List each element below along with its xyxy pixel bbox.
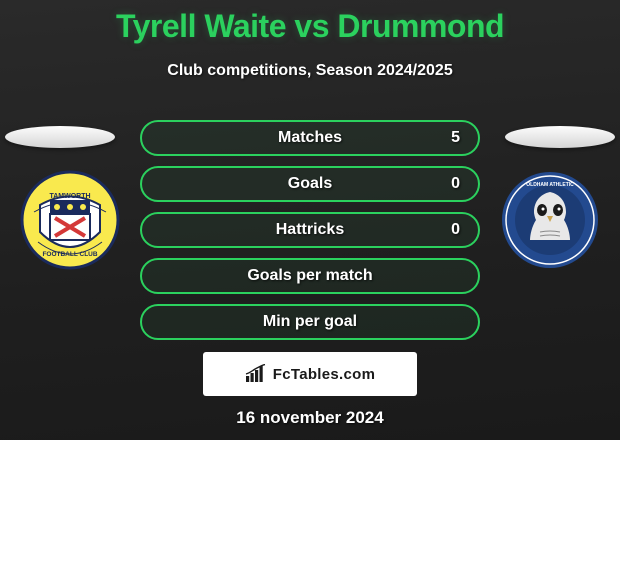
svg-text:TAMWORTH: TAMWORTH	[49, 193, 90, 200]
tamworth-badge-icon: TAMWORTH FOOTBALL CLUB	[20, 170, 120, 270]
page-title: Tyrell Waite vs Drummond	[0, 8, 620, 45]
stat-row-min-per-goal: Min per goal	[140, 304, 480, 340]
promo-badge[interactable]: FcTables.com	[203, 352, 417, 396]
chart-icon	[245, 364, 267, 384]
stat-value: 0	[451, 175, 460, 193]
svg-text:FOOTBALL CLUB: FOOTBALL CLUB	[42, 251, 97, 258]
right-player-ellipse	[505, 126, 615, 148]
stat-row-goals: Goals 0	[140, 166, 480, 202]
stat-row-hattricks: Hattricks 0	[140, 212, 480, 248]
stat-label: Hattricks	[276, 221, 344, 239]
page-subtitle: Club competitions, Season 2024/2025	[0, 62, 620, 80]
stat-row-matches: Matches 5	[140, 120, 480, 156]
date-label: 16 november 2024	[0, 408, 620, 428]
left-club-badge[interactable]: TAMWORTH FOOTBALL CLUB	[20, 170, 120, 270]
promo-text: FcTables.com	[273, 366, 376, 383]
stat-value: 0	[451, 221, 460, 239]
left-player-ellipse	[5, 126, 115, 148]
comparison-panel: Tyrell Waite vs Drummond Club competitio…	[0, 0, 620, 440]
stat-label: Matches	[278, 129, 342, 147]
stat-row-goals-per-match: Goals per match	[140, 258, 480, 294]
stat-label: Goals	[288, 175, 332, 193]
oldham-badge-icon: OLDHAM ATHLETIC	[500, 170, 600, 270]
right-club-badge[interactable]: OLDHAM ATHLETIC	[500, 170, 600, 270]
stat-label: Goals per match	[247, 267, 372, 285]
stat-value: 5	[451, 129, 460, 147]
svg-text:OLDHAM ATHLETIC: OLDHAM ATHLETIC	[526, 182, 574, 188]
stat-label: Min per goal	[263, 313, 357, 331]
